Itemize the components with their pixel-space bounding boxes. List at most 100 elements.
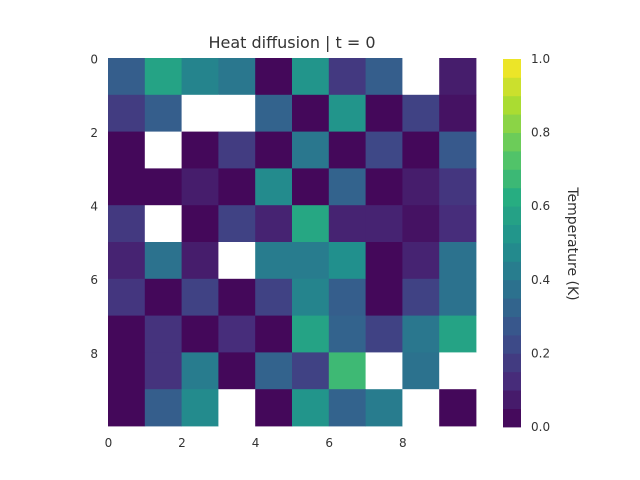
colorbar-segment	[503, 316, 521, 336]
heatmap-cell	[292, 315, 330, 353]
heatmap-cell	[439, 278, 477, 316]
heatmap-cell	[292, 352, 330, 390]
heatmap-cell	[255, 131, 293, 169]
heatmap-cell	[218, 205, 256, 243]
heatmap-cell	[439, 94, 477, 132]
x-axis-ticks: 0 2 4 6 8	[105, 436, 407, 450]
heatmap-cell	[365, 94, 403, 132]
heatmap-cell	[255, 315, 293, 353]
x-tick-label: 4	[252, 436, 260, 450]
heatmap-cell	[292, 58, 330, 96]
colorbar-segment	[503, 95, 521, 115]
heatmap-cell	[402, 58, 440, 96]
heatmap-cell	[328, 205, 366, 243]
x-tick-label: 6	[325, 436, 333, 450]
heatmap-cell	[108, 278, 146, 316]
heatmap-cell	[402, 242, 440, 280]
heatmap-cell	[255, 389, 293, 427]
colorbar-tick-label: 1.0	[531, 52, 550, 66]
heatmap-cell	[181, 94, 219, 132]
colorbar-tick-label: 0.6	[531, 199, 550, 213]
heatmap-cell	[255, 352, 293, 390]
heatmap-cell	[144, 352, 182, 390]
colorbar-segment	[503, 371, 521, 391]
colorbar-segment	[503, 298, 521, 317]
y-tick-label: 8	[90, 347, 98, 361]
heatmap-cells	[108, 58, 477, 427]
heatmap-cell	[402, 205, 440, 243]
colorbar-tick-label: 0.0	[531, 420, 550, 434]
heatmap-cell	[144, 242, 182, 280]
heatmap-cell	[144, 168, 182, 206]
heatmap-cell	[108, 58, 146, 96]
heatmap-cell	[144, 389, 182, 427]
heatmap-cell	[218, 389, 256, 427]
heatmap-cell	[144, 94, 182, 132]
colorbar-tick-label: 0.2	[531, 346, 550, 360]
heatmap-cell	[439, 58, 477, 96]
heatmap-cell	[402, 168, 440, 206]
heatmap-cell	[328, 389, 366, 427]
heatmap-cell	[365, 315, 403, 353]
heatmap-cell	[439, 315, 477, 353]
heatmap-cell	[402, 352, 440, 390]
heatmap-cell	[108, 131, 146, 169]
heatmap-cell	[218, 315, 256, 353]
heatmap-cell	[439, 168, 477, 206]
heatmap-cell	[108, 94, 146, 132]
colorbar-segment	[503, 206, 521, 225]
x-tick-label: 0	[105, 436, 113, 450]
heatmap-cell	[402, 389, 440, 427]
heatmap-cell	[402, 94, 440, 132]
colorbar-segment	[503, 132, 521, 152]
heatmap-cell	[439, 242, 477, 280]
colorbar-segment	[503, 390, 521, 409]
colorbar-segment	[503, 114, 521, 133]
heatmap-cell	[181, 242, 219, 280]
heatmap-cell	[402, 315, 440, 353]
heatmap-cell	[439, 205, 477, 243]
colorbar-segment	[503, 151, 521, 170]
colorbar-ticks: 0.0 0.2 0.4 0.6 0.8 1.0	[531, 52, 550, 434]
heatmap-cell	[292, 278, 330, 316]
heatmap-cell	[255, 278, 293, 316]
heatmap-cell	[108, 242, 146, 280]
heatmap-cell	[181, 278, 219, 316]
heatmap-cell	[218, 94, 256, 132]
heatmap-cell	[328, 58, 366, 96]
heatmap-cell	[328, 242, 366, 280]
y-tick-label: 0	[90, 52, 98, 66]
heatmap-cell	[365, 58, 403, 96]
heatmap-cell	[328, 131, 366, 169]
heatmap-cell	[181, 352, 219, 390]
heatmap-cell	[218, 131, 256, 169]
heatmap-cell	[402, 278, 440, 316]
colorbar-segment	[503, 279, 521, 299]
heatmap-cell	[328, 168, 366, 206]
heatmap-cell	[181, 58, 219, 96]
heatmap-cell	[292, 131, 330, 169]
heatmap-cell	[328, 278, 366, 316]
heatmap-cell	[328, 315, 366, 353]
heatmap-cell	[181, 168, 219, 206]
heatmap-cell	[328, 94, 366, 132]
colorbar-segment	[503, 261, 521, 281]
heatmap-cell	[218, 352, 256, 390]
colorbar-segment	[503, 77, 521, 97]
colorbar-segment	[503, 243, 521, 262]
heatmap-cell	[255, 205, 293, 243]
heatmap-cell	[365, 205, 403, 243]
heatmap-cell	[218, 168, 256, 206]
heatmap-cell	[439, 389, 477, 427]
heatmap-cell	[218, 278, 256, 316]
heatmap-cell	[108, 389, 146, 427]
heatmap-cell	[365, 278, 403, 316]
heatmap-cell	[365, 242, 403, 280]
colorbar-segment	[503, 169, 521, 189]
heatmap-cell	[292, 94, 330, 132]
heatmap-cell	[144, 278, 182, 316]
heatmap-cell	[144, 58, 182, 96]
colorbar-label: Temperature (K)	[564, 186, 580, 300]
heatmap-cell	[144, 205, 182, 243]
y-tick-label: 6	[90, 273, 98, 287]
